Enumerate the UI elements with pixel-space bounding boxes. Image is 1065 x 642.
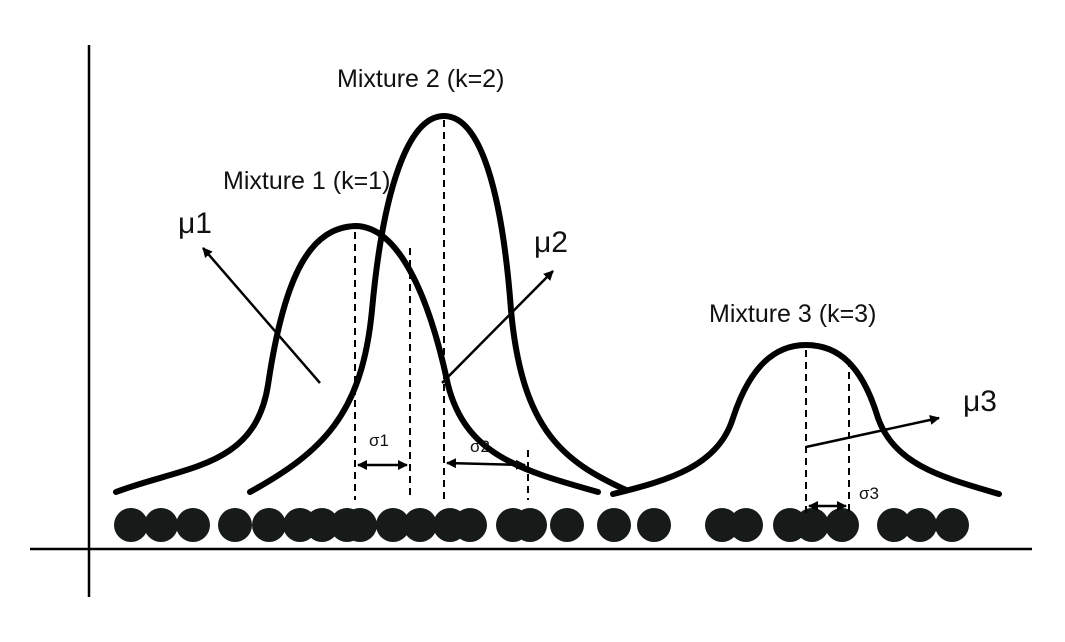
data-point	[252, 508, 286, 542]
data-points	[114, 508, 969, 542]
mu1-label: μ1	[178, 207, 212, 240]
mu3-arrow	[805, 415, 940, 449]
sigma2-arrow	[446, 458, 526, 470]
data-point	[935, 508, 969, 542]
mu3-label: μ3	[963, 385, 997, 418]
mu2-arrow	[441, 270, 554, 384]
data-point	[795, 508, 829, 542]
data-point	[513, 508, 547, 542]
mixture1-curve	[113, 223, 601, 495]
data-point	[218, 508, 252, 542]
data-point	[305, 508, 339, 542]
data-point	[453, 508, 487, 542]
mixture2-curve	[247, 113, 629, 495]
data-point	[597, 508, 631, 542]
data-point	[343, 508, 377, 542]
mixture3-label: Mixture 3 (k=3)	[709, 300, 876, 328]
sigma3-label: σ3	[859, 484, 879, 503]
data-point	[114, 508, 148, 542]
data-point	[176, 508, 210, 542]
mixture1-label: Mixture 1 (k=1)	[223, 167, 390, 195]
mixture3-curve	[610, 342, 1002, 497]
data-point	[144, 508, 178, 542]
data-point	[550, 508, 584, 542]
data-point	[903, 508, 937, 542]
mixture2-label: Mixture 2 (k=2)	[337, 65, 504, 93]
data-point	[376, 508, 410, 542]
mu2-label: μ2	[534, 226, 568, 259]
sigma1-label: σ1	[369, 431, 389, 450]
mu1-arrow	[202, 247, 321, 384]
data-point	[877, 508, 911, 542]
data-point	[729, 508, 763, 542]
data-point	[825, 508, 859, 542]
data-point	[637, 508, 671, 542]
data-point	[705, 508, 739, 542]
sigma2-label: σ2	[470, 437, 490, 456]
data-point	[403, 508, 437, 542]
